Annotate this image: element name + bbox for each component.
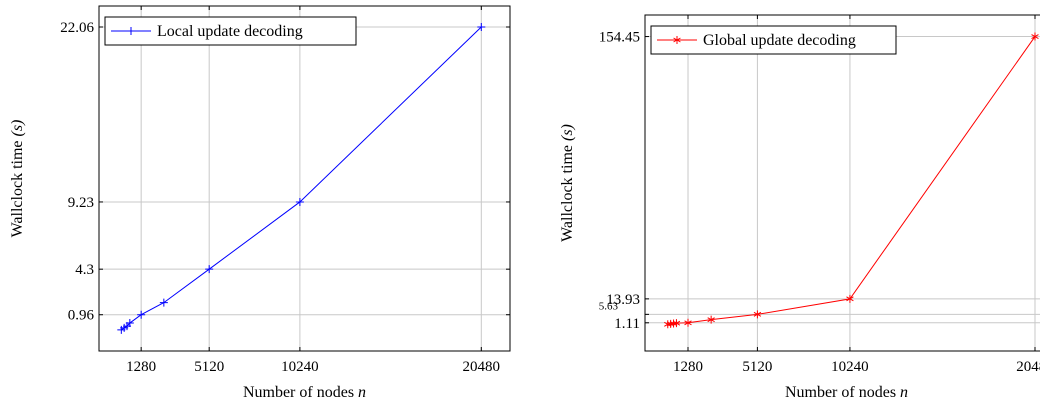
data-point	[666, 319, 675, 328]
x-tick-label: 10240	[281, 359, 319, 375]
data-point	[753, 310, 762, 319]
data-point	[159, 298, 168, 307]
chart-1: 1280 5120 10240 20480 0.96 4.3 9.23 22.06 Number…	[9, 5, 511, 401]
y-tick-label: 22.06	[60, 20, 94, 36]
x-tick-label: 10240	[831, 359, 869, 375]
data-point	[137, 310, 146, 319]
data-point	[672, 319, 681, 328]
y-tick-label: 0.96	[68, 308, 95, 324]
y-tick-label: 154.45	[599, 30, 640, 46]
y-tick-label: 4.3	[75, 262, 94, 278]
x-axis-label: Number of nodes n	[785, 384, 908, 401]
series-line	[667, 36, 1036, 325]
data-point	[669, 319, 678, 328]
series-line	[121, 26, 482, 331]
data-point	[664, 320, 672, 329]
legend-marker	[127, 27, 135, 35]
x-tick-label: 1280	[126, 359, 156, 375]
x-tick-label: 5120	[742, 359, 772, 375]
data-point	[205, 265, 214, 274]
y-axis-label: Wallclock time (s)	[559, 124, 576, 242]
data-point	[684, 318, 692, 327]
x-tick-label: 1280	[673, 359, 703, 375]
data-point	[1031, 32, 1039, 41]
legend-marker	[673, 36, 681, 44]
plot-frame	[644, 14, 1040, 352]
x-axis-label: Number of nodes n	[243, 384, 366, 401]
data-point	[477, 23, 486, 31]
x-tick-label: 5120	[194, 359, 224, 375]
data-point	[295, 197, 304, 206]
y-tick-label: 13.93	[606, 292, 640, 308]
legend-label: Local update decoding	[157, 23, 303, 40]
data-point	[125, 319, 134, 328]
y-tick-label: 1.11	[614, 316, 640, 332]
data-point	[707, 315, 715, 324]
y-tick-label: 9.23	[68, 195, 94, 211]
x-tick-label: 20480	[1016, 359, 1040, 375]
legend-label: Global update decoding	[703, 32, 856, 49]
data-point	[846, 294, 854, 303]
y-tick-label: 5.63	[599, 300, 619, 312]
plot-frame	[98, 5, 511, 352]
x-tick-label: 20480	[463, 359, 501, 375]
y-axis-label: Wallclock time (s)	[9, 120, 26, 238]
